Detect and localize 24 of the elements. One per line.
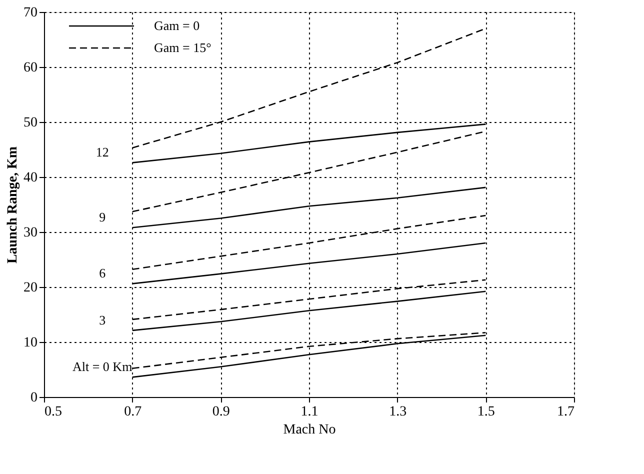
y-tick-label: 70 — [24, 6, 38, 20]
y-tick-label: 60 — [24, 60, 38, 76]
annotation: 3 — [99, 312, 106, 328]
legend-label: Gam = 15° — [154, 40, 212, 55]
y-tick-label: 50 — [24, 116, 38, 130]
x-tick-label: 0.7 — [124, 404, 142, 420]
x-tick-label: 0.9 — [212, 404, 230, 420]
y-tick-label: 10 — [24, 336, 38, 350]
y-axis-title: Launch Range, Km — [6, 146, 20, 264]
annotation: 9 — [99, 210, 106, 225]
annotation: 6 — [99, 266, 106, 281]
y-tick-label: 40 — [24, 170, 38, 186]
x-tick-label: 1.3 — [389, 404, 407, 420]
x-tick-label: 1.7 — [557, 404, 574, 420]
x-tick-label: 1.5 — [477, 404, 495, 420]
annotation: 12 — [96, 144, 109, 160]
x-tick-label: 1.1 — [300, 404, 318, 420]
y-tick-label: 0 — [30, 390, 38, 406]
legend-label: Gam = 0 — [154, 18, 200, 33]
y-tick-label: 20 — [24, 280, 38, 296]
x-axis-title: Mach No — [283, 422, 336, 438]
x-tick-label: 0.5 — [44, 404, 62, 420]
y-tick-label: 30 — [24, 226, 38, 240]
annotation: Alt = 0 Km — [72, 359, 132, 374]
